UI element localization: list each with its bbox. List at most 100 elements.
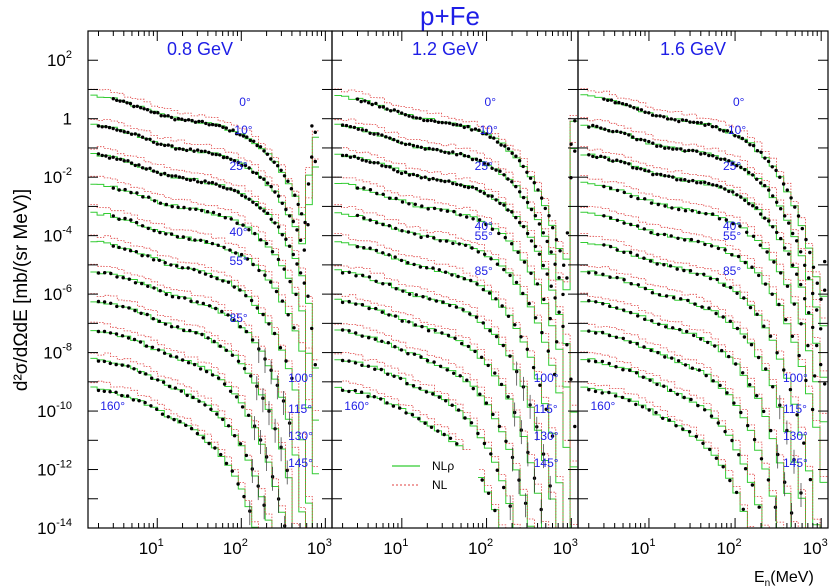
data-point-1-25 <box>254 203 259 207</box>
data-point-1-160 <box>224 461 229 466</box>
data-point-2-130 <box>497 424 502 429</box>
data-point-3-85 <box>662 263 666 267</box>
data-point-3-0 <box>725 129 730 133</box>
data-point-3-85 <box>682 268 686 273</box>
data-point-3-85 <box>802 441 806 445</box>
data-point-2-100 <box>361 273 365 278</box>
data-point-1-10 <box>298 238 303 242</box>
data-point-2-25 <box>376 161 380 165</box>
data-point-1-160 <box>131 398 136 402</box>
data-point-3-85 <box>775 351 779 355</box>
data-point-3-25 <box>671 175 675 179</box>
data-point-2-85 <box>475 282 479 286</box>
data-point-3-160 <box>728 478 732 483</box>
data-point-1-10 <box>254 171 259 175</box>
data-point-2-25 <box>447 179 451 183</box>
data-point-2-25 <box>494 198 498 202</box>
data-point-3-115 <box>657 322 661 326</box>
data-point-3-160 <box>600 391 604 395</box>
data-point-1-10 <box>155 142 159 146</box>
data-point-3-0 <box>751 143 756 148</box>
data-point-2-85 <box>544 407 548 411</box>
data-point-2-55 <box>400 229 404 233</box>
data-point-1-160 <box>172 417 176 422</box>
nlrho-curve-1-85 <box>90 240 319 529</box>
data-point-1-0 <box>248 138 252 143</box>
data-point-3-85 <box>755 312 759 316</box>
data-point-2-25 <box>399 171 404 176</box>
data-point-1-145 <box>150 376 154 380</box>
data-point-1-40 <box>253 231 257 236</box>
data-point-3-40 <box>738 224 742 228</box>
data-point-3-25 <box>635 166 639 171</box>
data-point-1-40 <box>129 190 133 195</box>
y-tick-label: 10-8 <box>43 342 72 363</box>
data-point-3-25 <box>647 169 651 173</box>
angle-label-2-55: 55° <box>475 229 493 243</box>
data-point-3-25 <box>783 246 787 250</box>
data-point-1-10 <box>291 219 295 224</box>
data-point-3-160 <box>694 434 698 439</box>
data-point-2-115 <box>446 333 451 338</box>
nl-curve-1-55 <box>90 204 319 467</box>
data-point-2-25 <box>502 203 506 207</box>
data-point-3-55 <box>709 244 714 248</box>
nl-curve-2-100 <box>334 265 578 529</box>
data-point-3-130 <box>656 350 660 355</box>
data-point-2-10 <box>431 147 435 151</box>
data-point-1-10 <box>144 137 148 141</box>
data-point-2-130 <box>386 341 390 345</box>
data-point-3-130 <box>704 373 708 378</box>
data-point-3-115 <box>713 344 717 348</box>
data-point-3-10 <box>667 146 671 150</box>
data-point-2-100 <box>488 329 492 333</box>
data-point-2-10 <box>427 146 431 151</box>
data-point-2-25 <box>565 343 569 347</box>
data-point-3-25 <box>799 282 803 287</box>
data-point-2-115 <box>413 323 418 327</box>
data-point-2-25 <box>427 177 431 182</box>
data-point-3-25 <box>767 219 771 223</box>
data-point-1-25 <box>155 170 159 174</box>
data-point-1-145 <box>144 372 148 376</box>
data-point-1-10 <box>229 157 233 161</box>
data-point-1-10 <box>188 147 193 151</box>
data-point-3-145 <box>593 359 598 364</box>
data-point-2-0 <box>466 124 470 129</box>
data-point-1-145 <box>244 453 249 458</box>
data-point-1-40 <box>288 279 292 284</box>
data-point-2-160 <box>423 421 427 425</box>
data-point-3-160 <box>654 410 658 415</box>
data-point-2-130 <box>412 352 417 356</box>
data-point-1-25 <box>214 182 218 186</box>
data-point-1-25 <box>207 181 211 185</box>
data-point-2-100 <box>434 299 439 303</box>
data-point-1-0 <box>228 129 232 133</box>
data-point-3-0 <box>710 125 715 129</box>
data-point-1-25 <box>251 200 255 204</box>
data-point-3-10 <box>643 138 647 142</box>
data-point-2-25 <box>549 284 553 288</box>
data-point-2-130 <box>471 386 475 391</box>
data-point-1-100 <box>226 313 230 317</box>
data-point-2-145 <box>476 431 480 436</box>
data-point-1-0 <box>265 152 270 156</box>
nl-curve-1-115 <box>90 293 319 529</box>
data-point-2-85 <box>443 270 448 274</box>
nlrho-curve-3-55 <box>580 211 828 483</box>
data-point-2-160 <box>442 432 446 437</box>
data-point-1-85 <box>140 253 144 258</box>
data-point-3-100 <box>629 282 633 286</box>
data-point-3-0 <box>707 122 711 127</box>
data-point-2-85 <box>487 291 492 295</box>
data-point-1-55 <box>152 228 156 233</box>
data-point-1-100 <box>220 309 224 314</box>
data-point-1-0 <box>255 143 259 148</box>
data-point-1-100 <box>232 318 236 322</box>
data-point-1-100 <box>183 296 187 300</box>
data-point-2-25 <box>462 184 467 189</box>
data-point-2-10 <box>360 128 364 132</box>
data-point-3-55 <box>784 318 788 322</box>
data-point-3-25 <box>823 382 827 386</box>
data-point-2-130 <box>406 352 410 356</box>
